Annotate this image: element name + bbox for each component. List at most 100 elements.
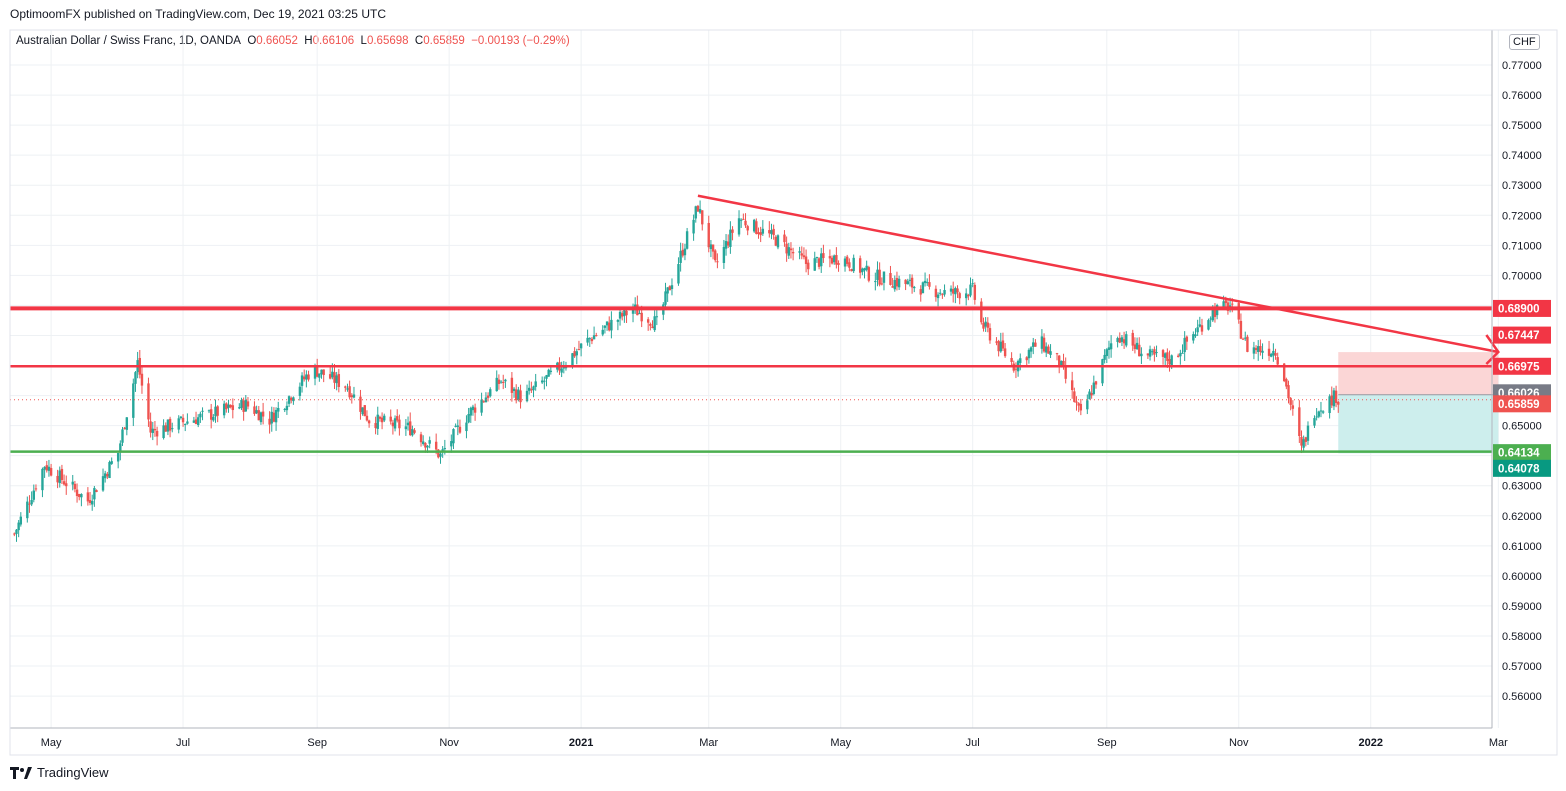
candle — [45, 460, 48, 473]
candle — [322, 369, 325, 383]
candle — [995, 337, 998, 346]
candle-body — [1135, 342, 1139, 350]
candle-body — [727, 241, 730, 246]
candle-body — [517, 389, 520, 400]
candle-body — [28, 503, 31, 505]
candle — [95, 489, 98, 493]
candle — [238, 403, 241, 410]
candle-body — [1029, 347, 1033, 352]
candle — [391, 419, 395, 435]
candle-body — [562, 367, 566, 369]
candle-body — [261, 411, 265, 417]
price-label-text: 0.66975 — [1498, 361, 1540, 373]
candle-body — [973, 284, 977, 300]
candle-body — [601, 329, 604, 335]
candle — [480, 392, 483, 416]
candle-body — [776, 235, 780, 248]
candle — [504, 378, 507, 388]
candle — [274, 407, 278, 431]
candle-body — [995, 341, 998, 343]
candle — [698, 200, 702, 214]
candle — [168, 416, 172, 438]
candle — [30, 491, 33, 507]
candle-body — [789, 248, 793, 251]
candle-body — [830, 257, 834, 264]
candle — [785, 236, 788, 262]
candle — [1207, 318, 1210, 331]
candle-body — [1302, 439, 1305, 448]
candle — [1029, 346, 1033, 358]
candle-body — [848, 262, 851, 268]
candle-body — [207, 410, 211, 412]
candle — [984, 317, 987, 332]
candle-body — [30, 500, 33, 505]
candle-body — [577, 349, 581, 351]
candle-body — [47, 466, 51, 471]
candle-body — [365, 415, 369, 421]
candle — [207, 409, 211, 414]
candle-body — [1073, 391, 1076, 402]
candle — [244, 394, 247, 412]
candle-body — [285, 405, 289, 411]
candle-body — [374, 423, 377, 429]
candle-body — [1179, 353, 1182, 357]
candle — [108, 460, 111, 479]
candle-body — [525, 390, 529, 402]
candle — [1155, 345, 1158, 358]
plot-frame — [9, 29, 1493, 729]
candle-body — [1183, 337, 1186, 353]
candle-body — [701, 210, 704, 225]
candle — [1032, 337, 1035, 355]
candle — [186, 413, 189, 425]
candle-body — [361, 407, 364, 415]
candle-body — [277, 407, 280, 412]
candle-body — [300, 375, 304, 386]
position-zones — [1338, 352, 1499, 454]
currency-label[interactable]: CHF — [1509, 34, 1540, 50]
candle — [783, 230, 786, 247]
candle-body — [772, 228, 775, 236]
candle — [1164, 352, 1167, 366]
candle — [406, 416, 410, 431]
candle — [737, 210, 741, 237]
candle-body — [1198, 324, 1202, 327]
candle — [532, 385, 535, 398]
candle-body — [908, 279, 912, 281]
candle — [1213, 302, 1217, 323]
candle — [216, 405, 219, 423]
candle-body — [1047, 346, 1050, 354]
candle-body — [212, 416, 215, 421]
candle — [421, 435, 425, 446]
candle — [683, 243, 687, 261]
candle-body — [411, 429, 414, 436]
candle — [1244, 331, 1247, 341]
candle-body — [605, 321, 609, 326]
candle-body — [380, 417, 384, 423]
horizontal-lines — [10, 306, 1492, 453]
candle — [1274, 348, 1277, 360]
candle — [971, 278, 974, 288]
candle — [1334, 385, 1338, 408]
price-label: 0.64134 — [1493, 444, 1551, 462]
candles — [13, 200, 1340, 542]
candle — [1181, 344, 1184, 354]
candle — [874, 272, 877, 291]
candle — [333, 364, 336, 390]
candle — [1064, 357, 1067, 384]
candle — [910, 274, 914, 294]
candle — [93, 485, 96, 507]
candle — [162, 419, 165, 440]
y-tick-label: 0.60000 — [1502, 571, 1542, 583]
candle-body — [696, 205, 700, 212]
candle-body — [731, 229, 734, 233]
candle-body — [32, 490, 35, 500]
candle — [958, 291, 961, 305]
candle — [1131, 329, 1134, 351]
candle — [147, 377, 150, 427]
candle-body — [711, 244, 715, 252]
candle-body — [270, 411, 273, 424]
x-tick-label: May — [830, 737, 851, 749]
candle-body — [1086, 400, 1089, 410]
candle — [530, 381, 533, 394]
